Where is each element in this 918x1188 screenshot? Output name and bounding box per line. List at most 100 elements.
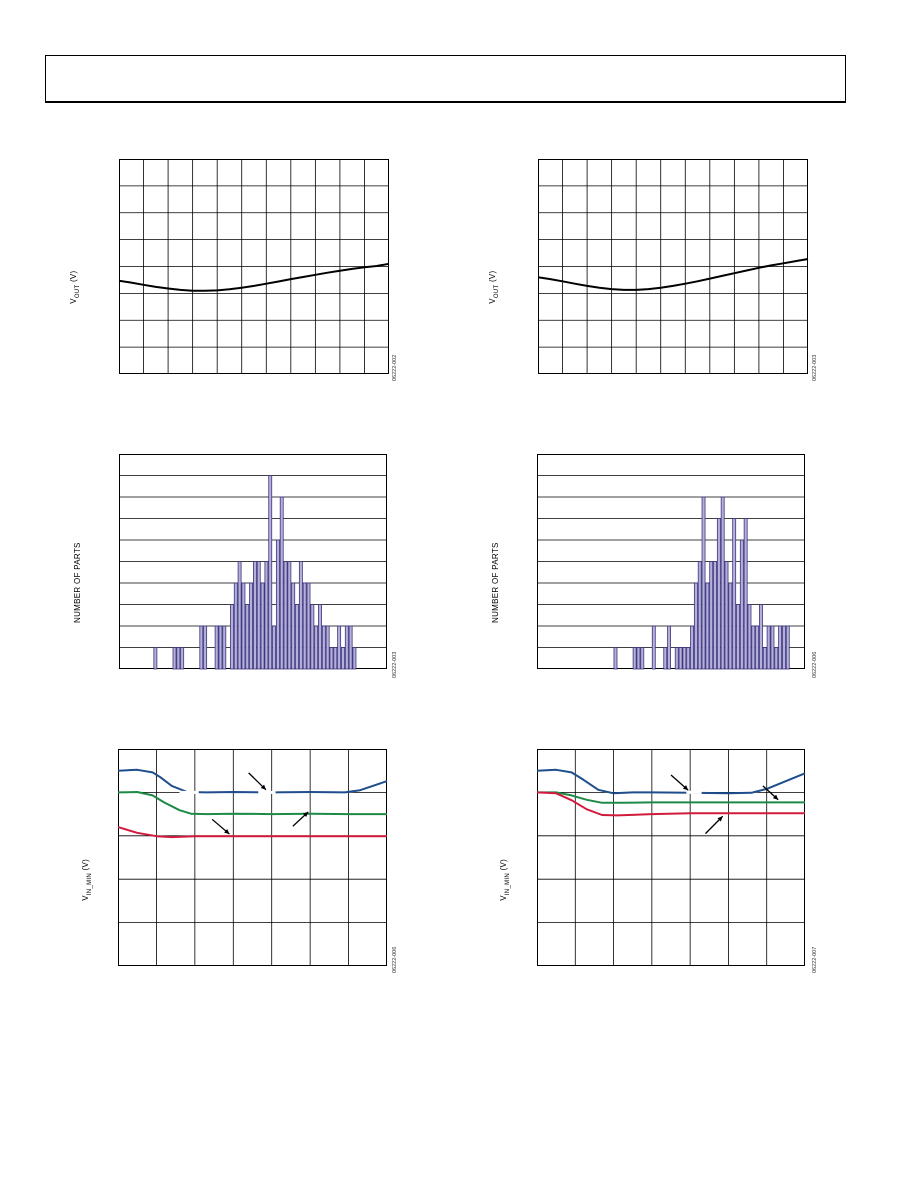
histogram-bar (302, 582, 307, 670)
histogram-bar (632, 647, 637, 670)
histogram-bar (237, 561, 242, 670)
vin-min-chart-right (536, 749, 806, 966)
label-gap (179, 790, 199, 794)
figure-id: 06222-003 (812, 354, 818, 381)
histogram-bar (268, 475, 273, 670)
histogram-bar (613, 647, 618, 670)
histogram-bar (716, 518, 721, 670)
histogram-bar (279, 496, 284, 670)
series-line-main (537, 258, 809, 291)
annotation-arrowhead (260, 784, 266, 790)
histogram-bar (310, 604, 315, 670)
parts-axis-label-left: NUMBER OF PARTS (73, 542, 82, 623)
series-line-blue (536, 768, 806, 795)
histogram-bar (732, 518, 737, 670)
histogram-bar (230, 604, 234, 670)
histogram-bar (344, 625, 349, 670)
annotation-arrowhead (302, 811, 309, 818)
histogram-bar (755, 625, 760, 670)
plot-frame (537, 749, 805, 966)
histogram-bar (785, 625, 790, 670)
histogram-bar (678, 647, 683, 670)
histogram-bar (778, 625, 783, 670)
histogram-bar (203, 625, 208, 670)
parts-axis-label-right: NUMBER OF PARTS (491, 542, 500, 623)
vout-axis-label-right: VOUT (V) (488, 270, 500, 304)
histogram-bar (766, 625, 771, 670)
series-line-blue (117, 768, 388, 794)
histogram-bar (172, 647, 177, 670)
vin-axis-label-left: VIN_MIN (V) (81, 858, 93, 901)
histogram-bar (291, 582, 296, 670)
histogram-bar (252, 561, 257, 670)
histogram-bar (682, 647, 687, 670)
plot-frame (118, 749, 387, 966)
vin-min-chart-left (117, 749, 388, 966)
histogram-bar (713, 561, 717, 670)
annotation-arrowhead (772, 794, 779, 800)
histogram-bar (321, 625, 326, 670)
plot-background (537, 749, 805, 966)
histogram-bar (337, 625, 342, 670)
annotation-arrowhead (224, 829, 230, 835)
plot-frame (538, 159, 808, 374)
label-gap (258, 790, 276, 794)
vout-chart-right (537, 159, 809, 374)
series-line-red (117, 826, 387, 839)
histogram-bar (325, 625, 330, 670)
histogram-bar (260, 582, 265, 670)
histogram-bar (774, 647, 779, 670)
histogram-bar (640, 647, 645, 670)
histogram-bar (153, 647, 158, 670)
histogram-bar (697, 561, 702, 670)
figure-id: 06222-006 (392, 946, 398, 973)
histogram-bar (287, 561, 292, 670)
vout-chart-left (118, 159, 390, 374)
histogram-bar (256, 561, 261, 670)
histogram-bar (298, 561, 303, 670)
histogram-bar (759, 604, 763, 670)
figure-id: 06222-003 (392, 651, 398, 678)
histogram-bar (318, 604, 322, 670)
histogram-bar (275, 539, 280, 670)
histogram-bar (333, 647, 338, 670)
histogram-left (119, 454, 387, 670)
histogram-bar (782, 625, 786, 670)
plot-frame (119, 159, 389, 374)
histogram-bar (329, 647, 334, 670)
histogram-bar (701, 496, 706, 670)
histogram-bar (705, 582, 710, 670)
histogram-bar (306, 582, 311, 670)
histogram-bar (348, 625, 353, 670)
histogram-bar (264, 561, 269, 670)
histogram-bar (283, 561, 288, 670)
series-line-main (118, 262, 390, 292)
histogram-bar (233, 582, 238, 670)
series-line-green (117, 791, 387, 816)
histogram-right (537, 454, 805, 670)
series-line-green (537, 791, 805, 804)
annotation-arrowhead (717, 816, 723, 822)
histogram-bar (352, 647, 357, 670)
histogram-bar (751, 625, 756, 670)
histogram-bar (341, 647, 345, 670)
histogram-bar (636, 647, 641, 670)
histogram-bar (762, 647, 767, 670)
histogram-bar (180, 647, 185, 670)
histogram-bar (747, 604, 752, 670)
histogram-bar (663, 647, 668, 670)
figure-id: 06222-002 (392, 354, 398, 381)
histogram-bar (720, 496, 725, 670)
histogram-bar (176, 647, 181, 670)
histogram-bar (674, 647, 679, 670)
annotation-arrowhead (682, 785, 689, 791)
vout-axis-label-left: VOUT (V) (69, 270, 81, 304)
histogram-bar (736, 604, 740, 670)
histogram-bar (709, 561, 714, 670)
vin-axis-label-right: VIN_MIN (V) (499, 858, 511, 901)
plot-background (118, 749, 387, 966)
histogram-bar (770, 625, 775, 670)
histogram-bar (693, 582, 698, 670)
histogram-bar (724, 561, 729, 670)
histogram-bar (214, 625, 219, 670)
